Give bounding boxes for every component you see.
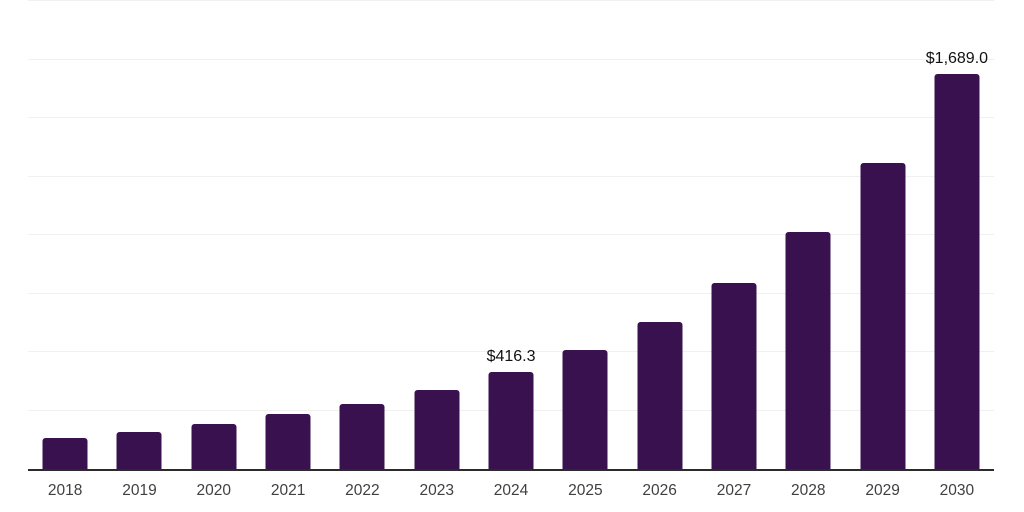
- gridline: [28, 175, 994, 177]
- x-axis-labels: 2018 2019 2020 2021 2022 2023 2024 2025 2026 2027…: [28, 481, 994, 501]
- gridline: [28, 292, 994, 294]
- plot-area: $416.3 $1,689.0: [28, 0, 994, 471]
- bar-2019: [116, 432, 162, 469]
- bar-slot: [400, 1, 474, 469]
- bar-2029: [860, 163, 906, 469]
- bar-slot: [548, 1, 622, 469]
- bar-2026: [637, 321, 683, 469]
- x-tick-label: 2027: [716, 482, 752, 499]
- x-tick-label: 2019: [122, 482, 157, 499]
- bar-2018: [42, 437, 88, 469]
- bar-2028: [785, 232, 831, 469]
- bar-slot: $1,689.0: [920, 1, 994, 469]
- bar-value-label: $416.3: [486, 347, 536, 365]
- bar-2023: [414, 389, 460, 469]
- x-tick-label: 2020: [196, 482, 232, 499]
- gridline: [28, 117, 994, 118]
- gridline: [28, 234, 994, 235]
- gridline: [28, 0, 994, 1]
- bar-slot: [28, 1, 102, 469]
- bar-slot: [251, 1, 325, 469]
- x-tick-label: 2025: [568, 482, 603, 499]
- bar-2024: [488, 371, 534, 469]
- x-tick-label: 2026: [642, 482, 677, 499]
- bar-2027: [711, 283, 757, 469]
- x-tick-label: 2021: [270, 482, 306, 499]
- bar-value-label: $1,689.0: [925, 49, 989, 67]
- x-tick-label: 2018: [47, 482, 83, 499]
- x-tick-label: 2030: [939, 482, 975, 499]
- bar-2020: [191, 423, 237, 469]
- bar-2022: [339, 403, 385, 469]
- bar-slot: [697, 1, 771, 469]
- bar-2025: [562, 350, 608, 469]
- bar-slot: [845, 1, 919, 469]
- bar-slot: [325, 1, 399, 469]
- x-tick-label: 2022: [345, 482, 380, 499]
- x-tick-label: 2023: [419, 482, 454, 499]
- gridline: [28, 351, 994, 352]
- bar-slot: [177, 1, 251, 469]
- gridline: [28, 58, 994, 60]
- bar-slot: [623, 1, 697, 469]
- bar-2021: [265, 414, 311, 469]
- bar-slot: [102, 1, 176, 469]
- x-tick-label: 2029: [865, 482, 900, 499]
- bars-container: $416.3 $1,689.0: [28, 1, 994, 469]
- bar-2030: [934, 73, 980, 469]
- bar-slot: [771, 1, 845, 469]
- x-tick-label: 2024: [493, 482, 529, 499]
- bar-slot: $416.3: [474, 1, 548, 469]
- x-tick-label: 2028: [791, 482, 826, 499]
